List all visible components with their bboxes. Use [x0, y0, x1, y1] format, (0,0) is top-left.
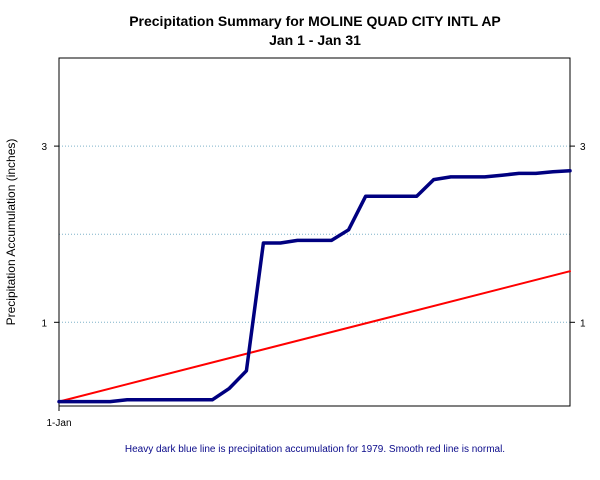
y-axis-label: Precipitation Accumulation (inches)	[4, 139, 18, 326]
axis-ticks: 1 3 1 3 1-Jan	[41, 142, 586, 429]
chart-title: Precipitation Summary for MOLINE QUAD CI…	[129, 13, 501, 29]
series-line-normal	[58, 270, 571, 403]
y-tick-left-label-1: 3	[41, 142, 47, 153]
chart-caption: Heavy dark blue line is precipitation ac…	[125, 444, 505, 455]
y-tick-left-label-0: 1	[41, 318, 47, 329]
chart-subtitle: Jan 1 - Jan 31	[269, 32, 361, 48]
gridlines	[59, 145, 570, 323]
series-layer	[57, 169, 572, 404]
plot-frame	[58, 57, 571, 407]
series-line-1979	[57, 169, 572, 404]
y-tick-right-label-0: 1	[580, 318, 586, 329]
y-tick-right-label-1: 3	[580, 142, 586, 153]
x-tick-label-0: 1-Jan	[46, 418, 71, 429]
